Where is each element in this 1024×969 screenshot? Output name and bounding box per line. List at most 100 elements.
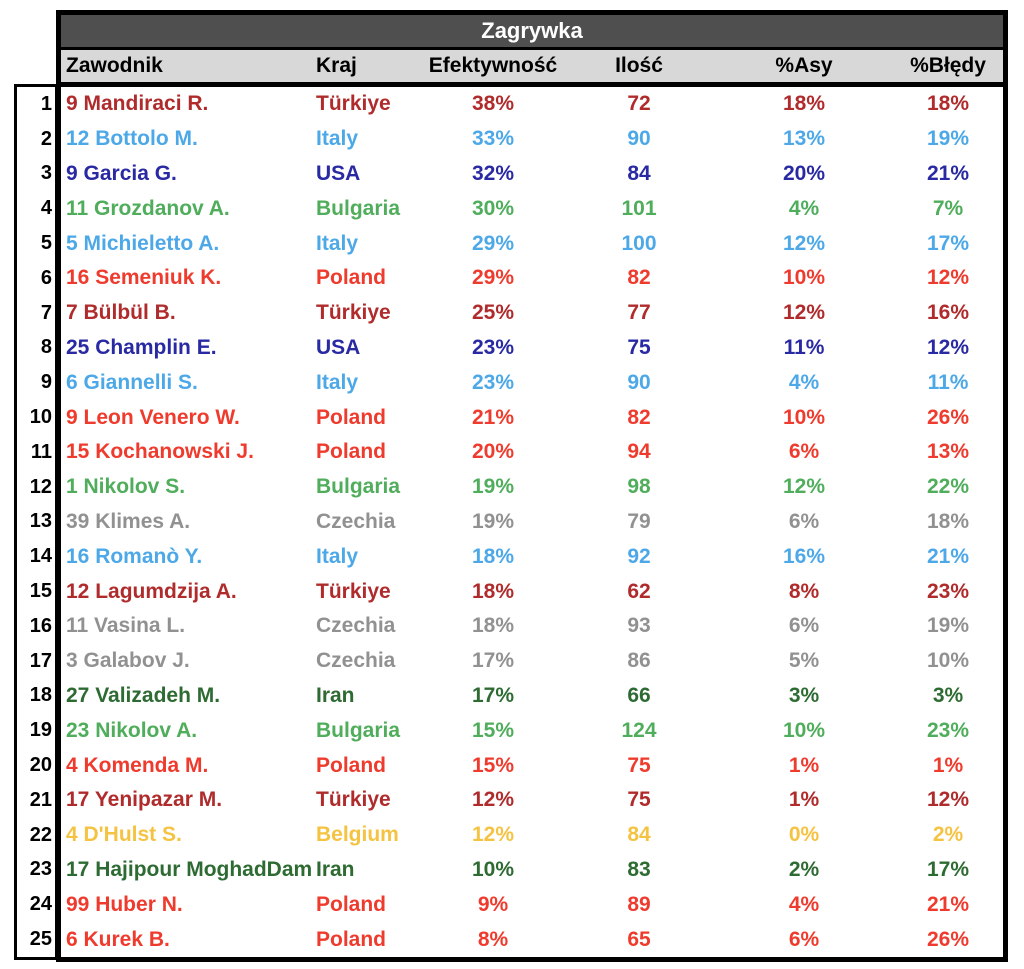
player-cell[interactable]: 99 Huber N.: [66, 892, 183, 916]
row-number[interactable]: 7: [40, 301, 52, 324]
count-cell[interactable]: 75: [627, 753, 651, 777]
errors-cell[interactable]: 17%: [926, 857, 970, 881]
errors-cell[interactable]: 19%: [926, 614, 970, 638]
efficiency-cell[interactable]: 12%: [471, 823, 515, 847]
count-cell[interactable]: 101: [621, 196, 657, 220]
efficiency-cell[interactable]: 12%: [471, 788, 515, 812]
aces-cell[interactable]: 12%: [782, 301, 826, 325]
errors-cell[interactable]: 7%: [932, 196, 964, 220]
errors-cell[interactable]: 16%: [926, 301, 970, 325]
player-cell[interactable]: 5 Michieletto A.: [66, 231, 220, 255]
errors-cell[interactable]: 26%: [926, 927, 970, 951]
errors-cell[interactable]: 19%: [926, 127, 970, 151]
country-cell[interactable]: Poland: [316, 405, 387, 429]
player-cell[interactable]: 9 Garcia G.: [66, 161, 177, 185]
aces-cell[interactable]: 4%: [788, 196, 820, 220]
row-number[interactable]: 24: [29, 893, 52, 916]
efficiency-cell[interactable]: 38%: [471, 92, 515, 116]
aces-cell[interactable]: 8%: [788, 579, 820, 603]
player-cell[interactable]: 16 Romanò Y.: [66, 544, 203, 568]
efficiency-cell[interactable]: 33%: [471, 127, 515, 151]
errors-cell[interactable]: 21%: [926, 544, 970, 568]
errors-cell[interactable]: 21%: [926, 892, 970, 916]
errors-cell[interactable]: 3%: [932, 683, 964, 707]
efficiency-cell[interactable]: 32%: [471, 161, 515, 185]
row-number[interactable]: 17: [29, 649, 52, 672]
player-cell[interactable]: 1 Nikolov S.: [66, 475, 186, 499]
efficiency-cell[interactable]: 8%: [477, 927, 509, 951]
country-cell[interactable]: Czechia: [316, 649, 396, 673]
count-cell[interactable]: 79: [627, 509, 651, 533]
errors-cell[interactable]: 1%: [932, 753, 964, 777]
count-cell[interactable]: 65: [627, 927, 651, 951]
row-number[interactable]: 19: [29, 719, 52, 742]
row-number[interactable]: 23: [29, 858, 52, 881]
country-cell[interactable]: Türkiye: [316, 301, 391, 325]
aces-cell[interactable]: 6%: [788, 509, 820, 533]
row-number[interactable]: 6: [40, 266, 52, 289]
row-number[interactable]: 18: [29, 684, 52, 707]
country-cell[interactable]: Italy: [316, 370, 359, 394]
row-number[interactable]: 22: [29, 823, 52, 846]
errors-cell[interactable]: 2%: [932, 823, 964, 847]
player-cell[interactable]: 9 Mandiraci R.: [66, 92, 209, 116]
efficiency-cell[interactable]: 23%: [471, 335, 515, 359]
count-cell[interactable]: 84: [627, 823, 651, 847]
aces-cell[interactable]: 1%: [788, 753, 820, 777]
player-cell[interactable]: 27 Valizadeh M.: [66, 683, 221, 707]
aces-cell[interactable]: 1%: [788, 788, 820, 812]
aces-cell[interactable]: 13%: [782, 127, 826, 151]
player-cell[interactable]: 25 Champlin E.: [66, 335, 217, 359]
player-cell[interactable]: 11 Vasina L.: [66, 614, 186, 638]
errors-cell[interactable]: 17%: [926, 231, 970, 255]
country-cell[interactable]: Iran: [316, 857, 355, 881]
player-cell[interactable]: 17 Yenipazar M.: [66, 788, 223, 812]
player-cell[interactable]: 7 Bülbül B.: [66, 301, 176, 325]
count-cell[interactable]: 62: [627, 579, 651, 603]
efficiency-cell[interactable]: 15%: [471, 753, 515, 777]
efficiency-cell[interactable]: 19%: [471, 475, 515, 499]
country-cell[interactable]: Iran: [316, 683, 355, 707]
row-number[interactable]: 20: [29, 754, 52, 777]
efficiency-cell[interactable]: 18%: [471, 579, 515, 603]
aces-cell[interactable]: 11%: [783, 335, 825, 359]
efficiency-cell[interactable]: 15%: [471, 718, 515, 742]
country-cell[interactable]: Türkiye: [316, 788, 391, 812]
efficiency-cell[interactable]: 10%: [471, 857, 515, 881]
errors-cell[interactable]: 23%: [926, 718, 970, 742]
efficiency-cell[interactable]: 23%: [471, 370, 515, 394]
errors-cell[interactable]: 12%: [926, 266, 970, 290]
efficiency-cell[interactable]: 20%: [471, 440, 515, 464]
count-cell[interactable]: 92: [627, 544, 651, 568]
row-number[interactable]: 4: [40, 197, 52, 220]
count-cell[interactable]: 72: [627, 92, 651, 116]
efficiency-cell[interactable]: 30%: [471, 196, 515, 220]
errors-cell[interactable]: 21%: [926, 161, 970, 185]
errors-cell[interactable]: 22%: [926, 475, 970, 499]
row-number[interactable]: 12: [29, 475, 52, 498]
row-number[interactable]: 1: [40, 92, 52, 115]
country-cell[interactable]: Bulgaria: [316, 718, 401, 742]
country-cell[interactable]: Italy: [316, 231, 359, 255]
country-cell[interactable]: Poland: [316, 753, 387, 777]
count-cell[interactable]: 90: [627, 370, 651, 394]
row-number[interactable]: 10: [29, 406, 52, 429]
player-cell[interactable]: 23 Nikolov A.: [66, 718, 198, 742]
country-cell[interactable]: Italy: [316, 127, 359, 151]
row-number[interactable]: 2: [40, 127, 52, 150]
efficiency-cell[interactable]: 18%: [471, 614, 515, 638]
aces-cell[interactable]: 4%: [788, 370, 820, 394]
player-cell[interactable]: 6 Giannelli S.: [66, 370, 198, 394]
errors-cell[interactable]: 18%: [926, 92, 970, 116]
player-cell[interactable]: 4 D'Hulst S.: [66, 823, 182, 847]
count-cell[interactable]: 75: [627, 788, 651, 812]
aces-cell[interactable]: 12%: [782, 475, 826, 499]
country-cell[interactable]: Belgium: [316, 823, 399, 847]
count-cell[interactable]: 124: [621, 718, 657, 742]
efficiency-cell[interactable]: 19%: [471, 509, 515, 533]
count-cell[interactable]: 94: [627, 440, 651, 464]
aces-cell[interactable]: 10%: [782, 718, 826, 742]
errors-cell[interactable]: 12%: [926, 788, 970, 812]
count-cell[interactable]: 66: [627, 683, 651, 707]
player-cell[interactable]: 4 Komenda M.: [66, 753, 209, 777]
